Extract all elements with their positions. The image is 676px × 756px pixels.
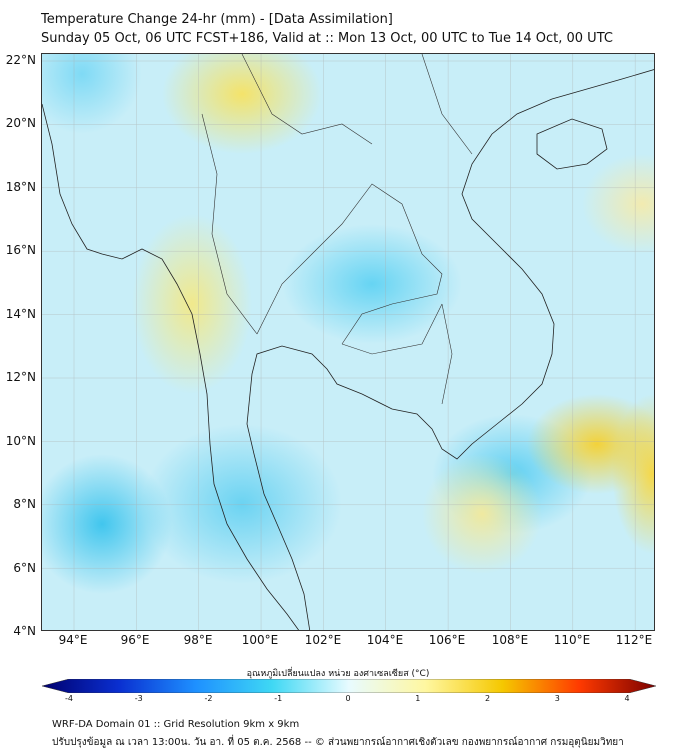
colorbar-tick-label: 1 — [415, 694, 421, 703]
lat-label: 4°N — [13, 624, 36, 638]
coastline — [42, 69, 654, 630]
colorbar-tick-label: -2 — [204, 694, 213, 703]
colorbar-title: อุณหภูมิเปลี่ยนแปลง หน่วย องศาเซลเซียส (… — [246, 669, 430, 679]
lon-label: 94°E — [58, 633, 88, 647]
lat-label: 16°N — [5, 243, 36, 257]
lat-label: 12°N — [5, 370, 36, 384]
hainan-island — [536, 118, 608, 170]
lat-label: 14°N — [5, 307, 36, 321]
colorbar-gradient — [42, 679, 656, 693]
lon-label: 106°E — [428, 633, 466, 647]
colorbar-tick-label: -3 — [134, 694, 143, 703]
lat-label: 6°N — [13, 561, 36, 575]
lon-label: 100°E — [241, 633, 279, 647]
gridlines — [42, 54, 654, 630]
colorbar — [42, 679, 656, 693]
lat-label: 10°N — [5, 434, 36, 448]
borders — [201, 54, 473, 405]
lon-label: 96°E — [120, 633, 150, 647]
colorbar-tick-label: -4 — [65, 694, 73, 703]
colorbar-tick-label: 2 — [484, 694, 491, 703]
colorbar-tick-label: 4 — [624, 694, 630, 703]
lon-label: 112°E — [615, 633, 653, 647]
chart-subtitle: Sunday 05 Oct, 06 UTC FCST+186, Valid at… — [41, 31, 613, 46]
lon-label: 110°E — [553, 633, 591, 647]
lat-label: 8°N — [13, 497, 36, 511]
colorbar-tick-label: 3 — [554, 694, 560, 703]
temperature-change-map — [41, 53, 655, 631]
colorbar-tick-label: -1 — [274, 694, 283, 703]
lon-label: 98°E — [183, 633, 213, 647]
lat-label: 20°N — [5, 116, 36, 130]
lat-label: 18°N — [5, 180, 36, 194]
footer-update-info: ปรับปรุงข้อมูล ณ เวลา 13:00น. วัน อา. ที… — [52, 737, 624, 748]
chart-title: Temperature Change 24-hr (mm) - [Data As… — [41, 12, 393, 27]
footer-model-info: WRF-DA Domain 01 :: Grid Resolution 9km … — [52, 719, 300, 730]
lon-label: 104°E — [366, 633, 404, 647]
lon-label: 102°E — [304, 633, 342, 647]
colorbar-tick-label: 0 — [345, 694, 351, 703]
map-overlay — [42, 54, 654, 630]
lon-label: 108°E — [491, 633, 529, 647]
lat-label: 22°N — [5, 53, 36, 67]
